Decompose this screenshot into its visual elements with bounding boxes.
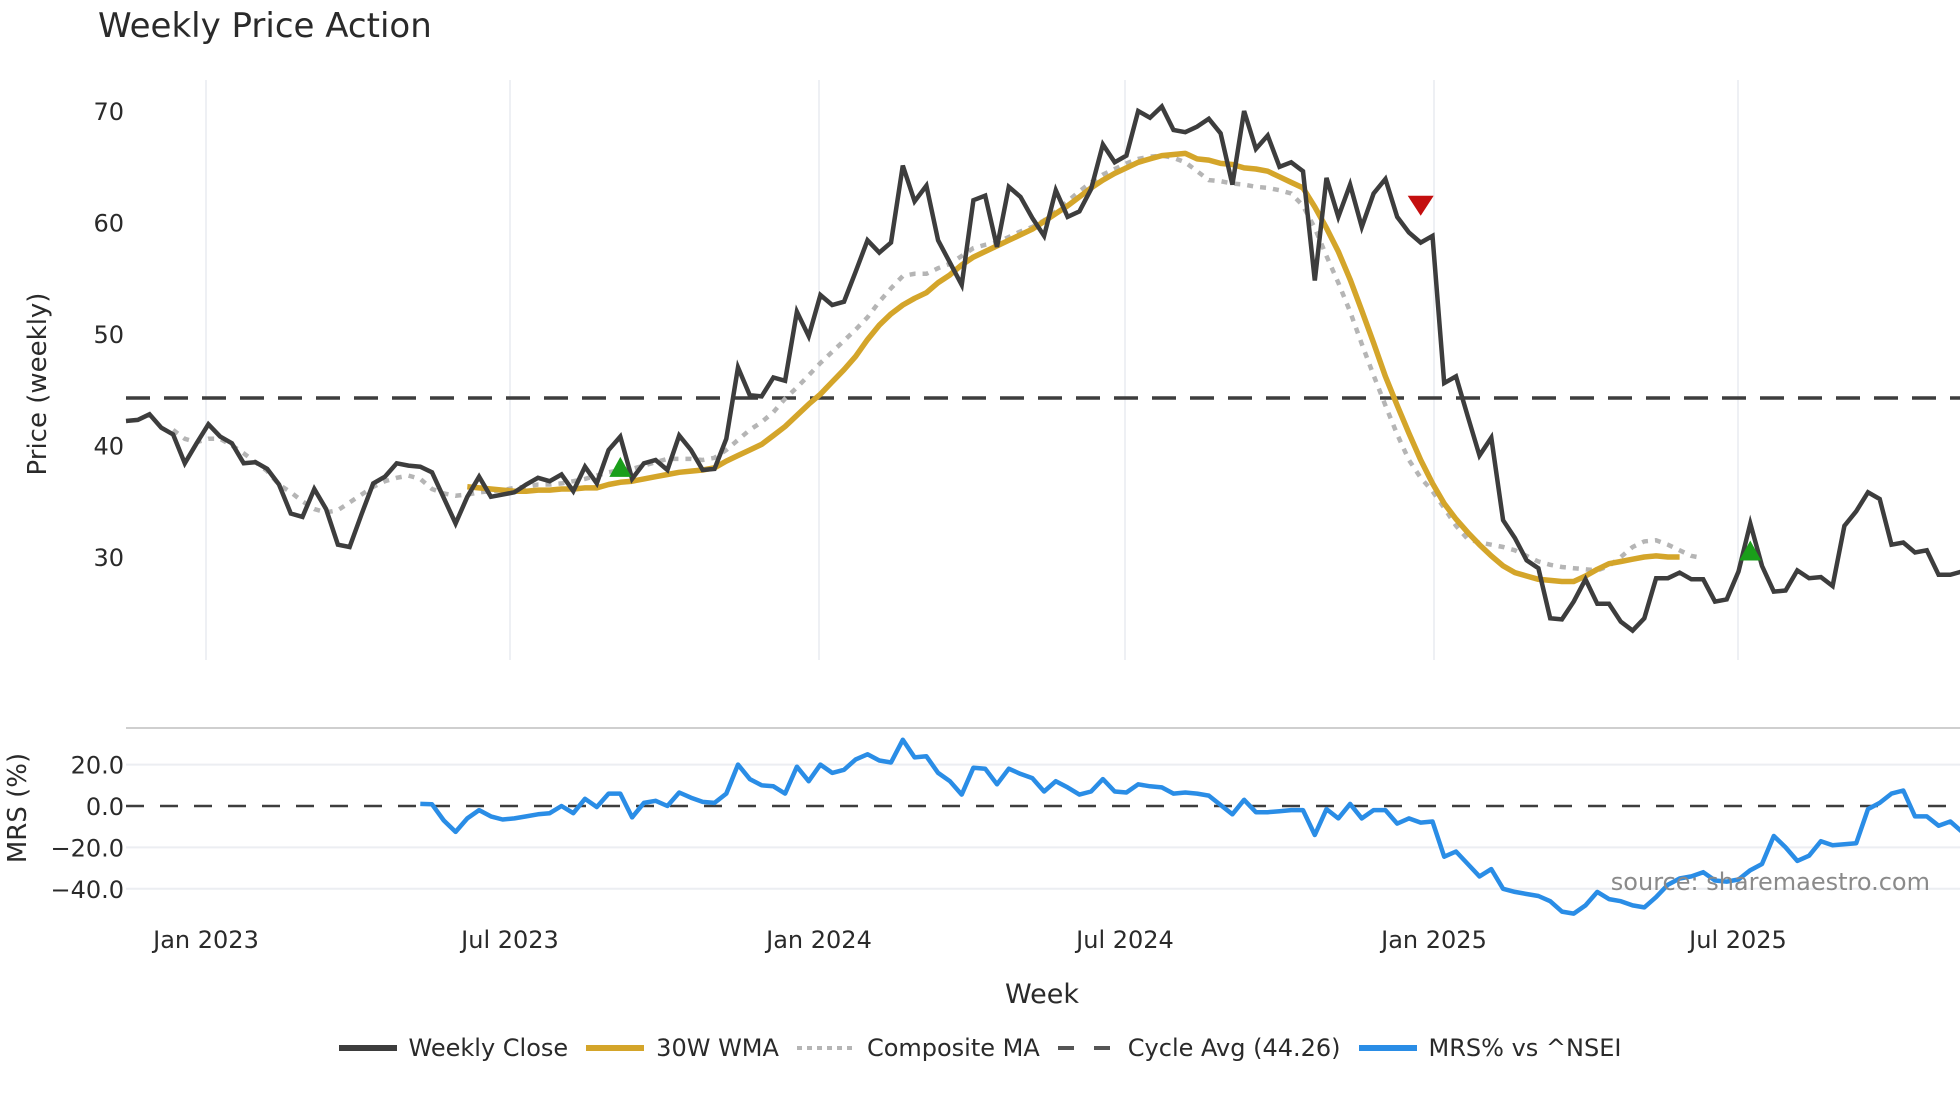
plot-area: 30 40 50 60 70 20.0 0.0 −20.0 −40.0 Price (week… xyxy=(3,80,1960,1010)
composite-ma-line xyxy=(171,153,1704,573)
legend-swatch-icon xyxy=(338,1045,397,1051)
price-y-tick-label: 50 xyxy=(93,321,124,349)
legend-swatch-icon xyxy=(1358,1045,1417,1051)
sell-signal-triangle-icon xyxy=(1407,195,1434,216)
mrs-y-tick-label: −40.0 xyxy=(50,876,124,904)
buy-signal-triangle-icon xyxy=(609,456,632,477)
x-axis-label: Week xyxy=(1005,979,1079,1010)
x-tick-labels: Jan 2023 Jul 2023 Jan 2024 Jul 2024 Jan 2025… xyxy=(151,926,1787,954)
legend-swatch-icon xyxy=(586,1045,645,1051)
legend-label: Weekly Close xyxy=(408,1034,569,1062)
wma30-line xyxy=(467,150,1680,585)
x-tick-label: Jul 2025 xyxy=(1687,926,1787,954)
price-y-tick-label: 40 xyxy=(93,433,124,461)
price-y-axis-label: Price (weekly) xyxy=(23,293,53,476)
x-tick-label: Jul 2024 xyxy=(1074,926,1174,954)
mrs-line xyxy=(420,737,1960,916)
source-watermark: source: sharemaestro.com xyxy=(1611,868,1930,896)
x-tick-label: Jan 2024 xyxy=(764,926,872,954)
mrs-y-tick-label: 0.0 xyxy=(86,793,124,821)
weekly-close-line xyxy=(125,102,1960,634)
mrs-y-tick-label: −20.0 xyxy=(50,834,124,862)
legend-swatch-icon xyxy=(1057,1046,1116,1050)
x-tick-label: Jul 2023 xyxy=(459,926,559,954)
x-gridlines xyxy=(205,80,1739,660)
price-y-tick-label: 70 xyxy=(93,98,124,126)
legend-item-wma30[interactable]: 30W WMA xyxy=(586,1034,779,1062)
legend-item-composite-ma[interactable]: Composite MA xyxy=(796,1034,1040,1062)
x-tick-label: Jan 2023 xyxy=(151,926,259,954)
signal-markers xyxy=(609,195,1762,561)
mrs-y-axis-label: MRS (%) xyxy=(3,753,33,863)
legend-item-weekly-close[interactable]: Weekly Close xyxy=(338,1034,569,1062)
legend: Weekly Close 30W WMA Composite MA Cycle … xyxy=(0,1034,1960,1062)
x-tick-label: Jan 2025 xyxy=(1379,926,1487,954)
legend-item-cycle-avg[interactable]: Cycle Avg (44.26) xyxy=(1057,1034,1341,1062)
chart-title: Weekly Price Action xyxy=(98,6,432,46)
legend-label: 30W WMA xyxy=(656,1034,779,1062)
legend-swatch-icon xyxy=(796,1046,855,1050)
mrs-y-tick-label: 20.0 xyxy=(71,752,124,780)
legend-label: Cycle Avg (44.26) xyxy=(1127,1034,1341,1062)
legend-label: Composite MA xyxy=(866,1034,1040,1062)
price-y-ticks: 30 40 50 60 70 xyxy=(93,98,124,572)
price-y-tick-label: 30 xyxy=(93,544,124,572)
price-y-tick-label: 60 xyxy=(93,210,124,238)
buy-signal-triangle-icon xyxy=(1739,540,1762,561)
legend-item-mrs[interactable]: MRS% vs ^NSEI xyxy=(1358,1034,1622,1062)
legend-label: MRS% vs ^NSEI xyxy=(1428,1034,1622,1062)
mrs-gridlines: 20.0 0.0 −20.0 −40.0 xyxy=(50,752,1960,904)
